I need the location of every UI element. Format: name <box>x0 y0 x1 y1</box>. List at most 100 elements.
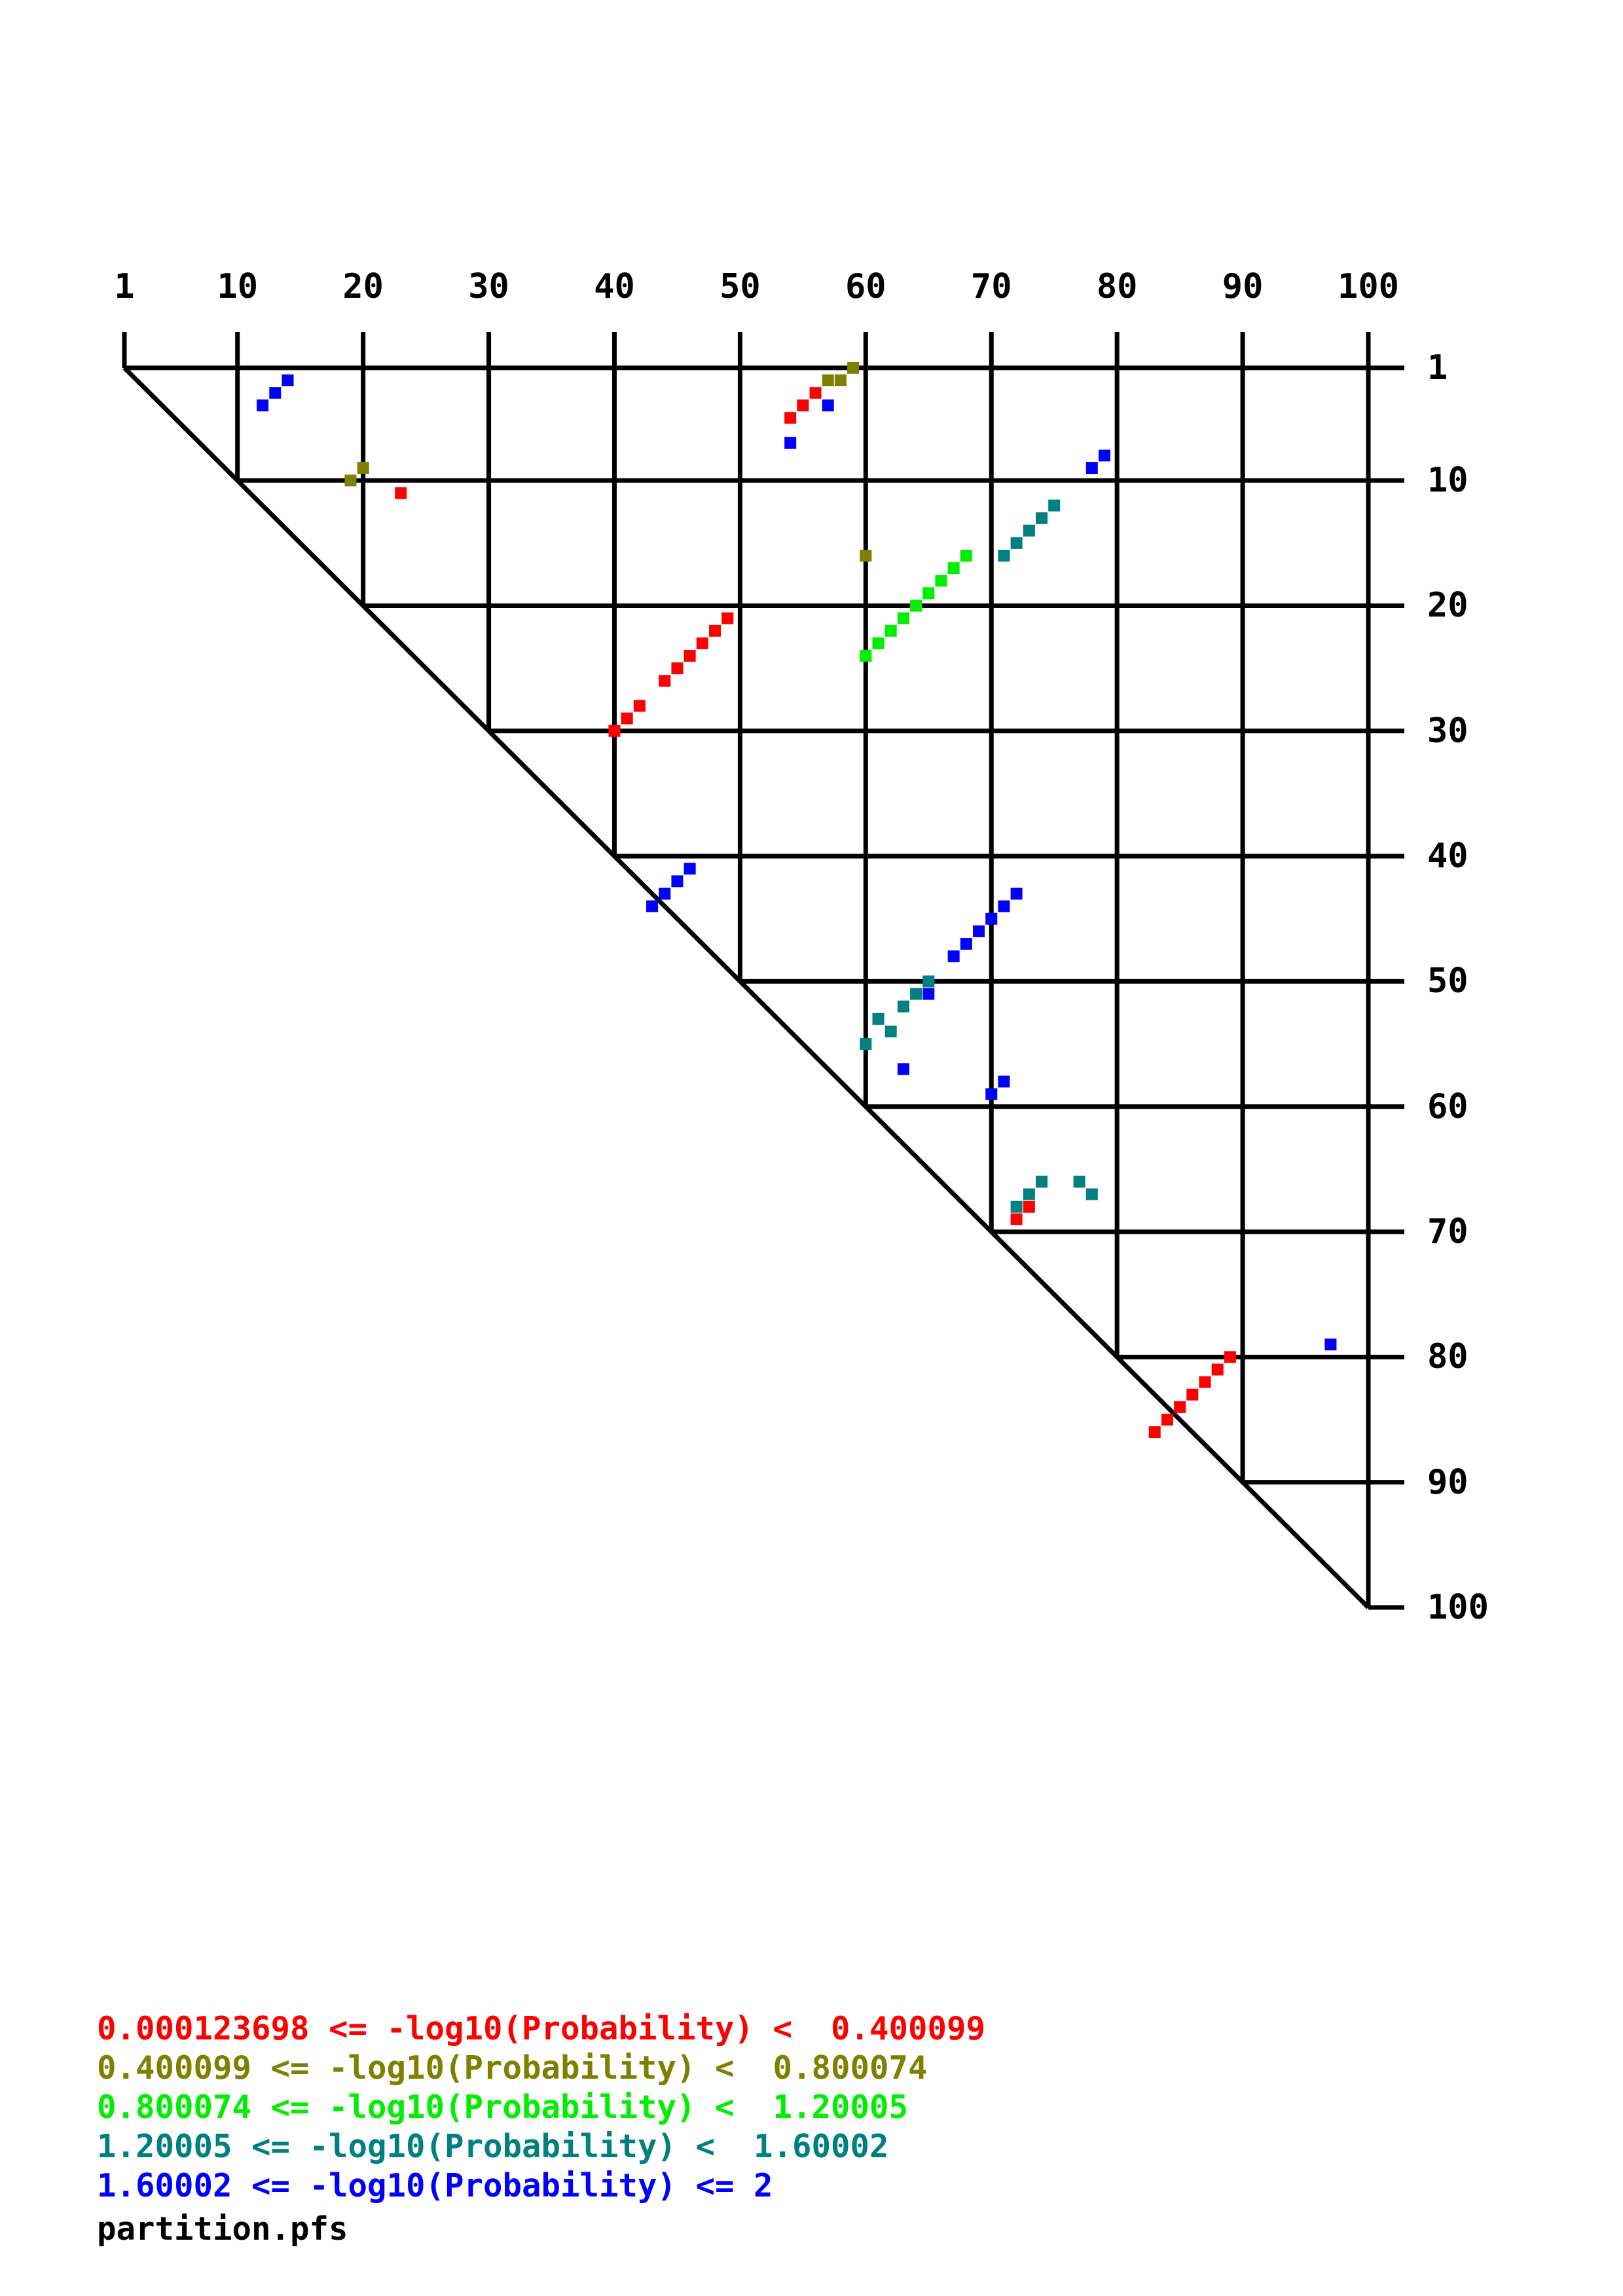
data-point <box>985 912 998 925</box>
series-group-2 <box>860 549 972 662</box>
x-axis-tick-label-90: 90 <box>1222 267 1264 306</box>
data-point <box>1010 1213 1023 1225</box>
data-point <box>1036 512 1048 524</box>
data-point <box>269 387 282 399</box>
y-axis-tick-label-80: 80 <box>1427 1337 1468 1377</box>
y-axis-tick-label-50: 50 <box>1427 961 1468 1001</box>
data-point <box>344 475 357 487</box>
x-axis-tick-label-60: 60 <box>845 267 886 306</box>
data-point <box>860 549 872 562</box>
data-point <box>947 950 960 963</box>
y-axis-tick-label-100: 100 <box>1427 1588 1489 1627</box>
data-point <box>784 437 797 449</box>
data-point <box>1023 1188 1035 1200</box>
data-point <box>671 662 684 675</box>
data-point <box>998 1075 1010 1088</box>
legend-entry-4: 1.60002 <= -log10(Probability) <= 2 <box>97 2167 773 2204</box>
data-point <box>1010 1200 1023 1213</box>
data-point <box>985 1088 998 1100</box>
data-point <box>910 600 922 612</box>
data-point <box>797 399 809 412</box>
data-point <box>1186 1388 1199 1401</box>
x-axis-tick-label-50: 50 <box>720 267 761 306</box>
data-point <box>395 487 407 499</box>
legend-entry-0: 0.000123698 <= -log10(Probability) < 0.4… <box>97 2010 986 2047</box>
data-point <box>696 637 708 649</box>
data-point <box>884 1025 897 1037</box>
series-group-4 <box>257 374 1337 1351</box>
legend-entry-2: 0.800074 <= -log10(Probability) < 1.2000… <box>97 2089 909 2126</box>
legend-entries: 0.000123698 <= -log10(Probability) < 0.4… <box>97 2009 1472 2206</box>
x-axis-tick-label-20: 20 <box>342 267 384 306</box>
data-point <box>1199 1376 1211 1388</box>
data-point <box>1161 1414 1173 1426</box>
x-axis-tick-label-10: 10 <box>217 267 259 306</box>
data-point <box>1224 1351 1236 1363</box>
data-point <box>621 712 633 725</box>
data-point <box>960 549 972 562</box>
data-point <box>1010 888 1023 900</box>
y-axis-tick-label-30: 30 <box>1427 711 1468 751</box>
data-point <box>809 387 822 399</box>
data-point <box>784 412 797 424</box>
data-point <box>922 975 935 988</box>
data-point <box>1036 1175 1048 1188</box>
data-point <box>834 374 847 387</box>
x-axis-tick-label-40: 40 <box>594 267 635 306</box>
x-axis-tick-label-80: 80 <box>1096 267 1138 306</box>
x-axis-tick-label-1: 1 <box>114 267 135 306</box>
data-point <box>1023 524 1035 537</box>
data-point <box>1010 537 1023 549</box>
data-point <box>847 362 860 374</box>
filename-label: partition.pfs <box>97 2210 348 2248</box>
data-point <box>633 700 646 712</box>
data-point <box>884 624 897 637</box>
data-point <box>860 650 872 662</box>
data-point <box>935 575 947 587</box>
data-point <box>910 988 922 1000</box>
data-point <box>671 875 684 888</box>
data-point <box>860 1038 872 1050</box>
data-point <box>960 938 972 950</box>
y-axis-tick-label-40: 40 <box>1427 836 1468 876</box>
data-point <box>709 624 721 637</box>
series-group-3 <box>860 499 1098 1213</box>
data-point <box>659 675 671 687</box>
data-point <box>872 1013 884 1025</box>
data-point <box>257 399 269 412</box>
data-point <box>1324 1338 1337 1351</box>
x-axis-tick-label-100: 100 <box>1338 267 1399 306</box>
data-point <box>659 888 671 900</box>
data-point <box>282 374 294 387</box>
data-point <box>998 900 1010 912</box>
y-axis-tick-label-1: 1 <box>1427 348 1448 387</box>
legend-entry-3: 1.20005 <= -log10(Probability) < 1.60002 <box>97 2128 889 2165</box>
dot-plot-svg <box>122 332 1404 1610</box>
data-point <box>897 612 909 624</box>
data-point <box>721 612 734 624</box>
data-point <box>1148 1426 1161 1439</box>
data-point <box>1098 449 1110 461</box>
data-point <box>822 374 834 387</box>
data-point <box>973 925 985 937</box>
data-point <box>947 562 960 575</box>
data-point <box>1023 1200 1035 1213</box>
data-point <box>897 1000 909 1013</box>
y-axis-tick-label-10: 10 <box>1427 461 1468 501</box>
data-point <box>646 900 659 912</box>
y-axis-tick-label-70: 70 <box>1427 1212 1468 1252</box>
data-point <box>822 399 834 412</box>
data-point <box>897 1063 909 1075</box>
data-point <box>608 725 621 737</box>
data-point <box>998 549 1010 562</box>
data-point <box>872 637 884 649</box>
data-point <box>1211 1363 1224 1376</box>
data-point <box>684 863 696 875</box>
legend: 0.000123698 <= -log10(Probability) < 0.4… <box>97 2009 1472 2249</box>
data-point <box>1085 1188 1098 1200</box>
data-point <box>1174 1401 1186 1413</box>
x-axis-tick-label-30: 30 <box>468 267 509 306</box>
data-point <box>684 650 696 662</box>
series-group-0 <box>395 387 1236 1439</box>
data-point <box>922 587 935 600</box>
